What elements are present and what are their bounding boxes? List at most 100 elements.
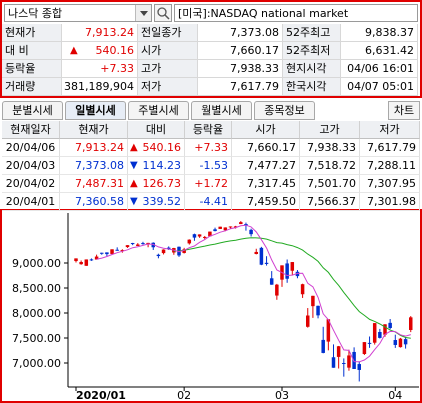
price-cell: 7,501.70 bbox=[300, 175, 360, 193]
close-cell: 7,913.24 bbox=[60, 139, 128, 157]
change-value: 540.16 bbox=[142, 141, 182, 154]
candle-body bbox=[192, 234, 197, 238]
date-cell: 20/04/03 bbox=[2, 157, 60, 175]
price-cell: 7,301.98 bbox=[360, 193, 420, 211]
change-arrow: ▼ bbox=[130, 160, 138, 171]
candle-body bbox=[367, 342, 372, 344]
symbol-field: [미국]:NASDAQ national market bbox=[174, 4, 418, 22]
candle-body bbox=[290, 262, 295, 271]
y-tick-label: 7,500.00 bbox=[12, 332, 61, 345]
change-value: 126.73 bbox=[142, 177, 182, 190]
quote-value: 04/07 05:01 bbox=[341, 78, 418, 96]
candle-body bbox=[239, 222, 243, 225]
price-cell: 7,317.45 bbox=[232, 175, 300, 193]
price-cell: 7,660.17 bbox=[232, 139, 300, 157]
candle-body bbox=[362, 342, 367, 354]
quote-label: 저가 bbox=[138, 78, 198, 96]
price-cell: 7,566.37 bbox=[300, 193, 360, 211]
candle-body bbox=[403, 339, 408, 345]
change-value: 114.23 bbox=[142, 159, 182, 172]
candle-body bbox=[336, 346, 341, 357]
price-cell: 7,938.33 bbox=[300, 139, 360, 157]
price-cell: 7,477.27 bbox=[232, 157, 300, 175]
candle-body bbox=[383, 324, 387, 335]
change-cell: ▼ 339.52 bbox=[128, 193, 185, 211]
candle-body bbox=[249, 229, 253, 235]
quote-value: 6,631.42 bbox=[341, 42, 418, 60]
candle-body bbox=[228, 226, 233, 228]
quote-label: 현재가 bbox=[2, 24, 62, 42]
tab[interactable]: 분별시세 bbox=[2, 101, 63, 120]
candle-body bbox=[357, 364, 361, 370]
date-cell: 20/04/01 bbox=[2, 193, 60, 211]
column-header: 시가 bbox=[232, 121, 300, 139]
quote-label: 고가 bbox=[138, 60, 198, 78]
column-header: 현재일자 bbox=[2, 121, 60, 139]
candle-body bbox=[372, 323, 377, 343]
y-tick-label: 8,000.00 bbox=[12, 307, 61, 320]
tab[interactable]: 일별시세 bbox=[65, 101, 126, 120]
candle-body bbox=[264, 262, 269, 264]
dropdown-arrow[interactable] bbox=[135, 5, 151, 21]
rate-cell: -4.41 bbox=[185, 193, 232, 211]
column-header: 저가 bbox=[360, 121, 420, 139]
search-button[interactable] bbox=[154, 4, 172, 22]
close-cell: 7,487.31 bbox=[60, 175, 128, 193]
tab[interactable]: 종목정보 bbox=[254, 101, 315, 120]
price-cell: 7,288.11 bbox=[360, 157, 420, 175]
candle-body bbox=[295, 271, 300, 277]
candle-body bbox=[166, 247, 171, 250]
candle-body bbox=[100, 252, 104, 254]
candle-body bbox=[74, 258, 78, 262]
candle-body bbox=[208, 231, 212, 237]
tab[interactable]: 월별시세 bbox=[191, 101, 252, 120]
y-tick-label: 7,000.00 bbox=[12, 357, 61, 370]
candle-body bbox=[269, 278, 274, 285]
change-cell: ▲ 126.73 bbox=[128, 175, 185, 193]
candle-body bbox=[398, 338, 403, 348]
rate-cell: +1.72 bbox=[185, 175, 232, 193]
candle-body bbox=[388, 322, 392, 328]
quote-value: 7,660.17 bbox=[198, 42, 283, 60]
market-dropdown[interactable]: 나스닥 종합 bbox=[4, 4, 152, 22]
candle-body bbox=[120, 250, 125, 252]
chart-button[interactable]: 차트 bbox=[388, 101, 420, 120]
y-tick-label: 8,500.00 bbox=[12, 282, 61, 295]
candle-body bbox=[125, 245, 130, 248]
candle-body bbox=[79, 262, 83, 265]
candle-body bbox=[223, 227, 228, 231]
quote-value: +7.33 bbox=[62, 60, 138, 78]
candle-body bbox=[331, 357, 336, 368]
x-tick-label: 2020/01 bbox=[76, 389, 126, 402]
quote-label: 시가 bbox=[138, 42, 198, 60]
candle-body bbox=[306, 315, 310, 327]
candle-body bbox=[130, 243, 135, 245]
candle-body bbox=[94, 256, 99, 260]
candle-body bbox=[203, 236, 207, 238]
candle-body bbox=[347, 355, 351, 368]
date-cell: 20/04/02 bbox=[2, 175, 60, 193]
quote-label: 전일종가 bbox=[138, 24, 198, 42]
quote-value: 7,373.08 bbox=[198, 24, 283, 42]
price-cell: 7,518.72 bbox=[300, 157, 360, 175]
quote-label: 거래량 bbox=[2, 78, 62, 96]
candle-body bbox=[233, 226, 238, 228]
quote-panel bbox=[0, 0, 422, 98]
candle-body bbox=[141, 243, 145, 245]
moving-average-line bbox=[96, 224, 411, 363]
column-header: 대비 bbox=[128, 121, 185, 139]
candle-body bbox=[378, 332, 382, 338]
candle-body bbox=[275, 284, 279, 296]
candle-body bbox=[89, 259, 94, 261]
candle-body bbox=[316, 305, 320, 316]
quote-label: 대 비 bbox=[2, 42, 62, 60]
moving-average-line bbox=[173, 237, 411, 339]
candle-body bbox=[254, 251, 258, 254]
quote-label: 52주최고 bbox=[283, 24, 341, 42]
quote-label: 52주최저 bbox=[283, 42, 341, 60]
price-cell: 7,617.79 bbox=[360, 139, 420, 157]
candle-body bbox=[105, 252, 109, 255]
tab[interactable]: 주별시세 bbox=[128, 101, 189, 120]
quote-value: 7,938.33 bbox=[198, 60, 283, 78]
candle-body bbox=[326, 319, 331, 342]
